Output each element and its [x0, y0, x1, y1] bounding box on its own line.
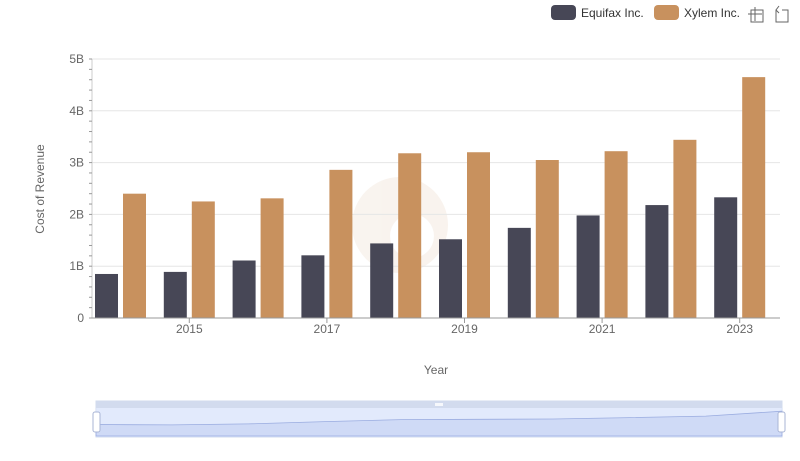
y-tick-label: 0 — [77, 311, 84, 325]
bar-equifax-2016[interactable] — [232, 260, 256, 318]
bar-equifax-2021[interactable] — [576, 215, 600, 318]
slider-right-handle[interactable] — [777, 411, 786, 433]
y-axis-ticks: 0 1B 2B 3B 4B 5B — [69, 52, 92, 325]
slider-data-shadow — [95, 410, 783, 437]
x-tick-label: 2023 — [726, 322, 753, 336]
bar-equifax-2020[interactable] — [507, 227, 531, 318]
x-tick-label: 2019 — [451, 322, 478, 336]
x-axis-title: Year — [424, 363, 448, 377]
legend-label-xylem: Xylem Inc. — [684, 6, 740, 20]
y-tick-label: 1B — [69, 259, 84, 273]
slider-left-handle[interactable] — [92, 411, 101, 433]
legend-swatch-xylem — [654, 5, 679, 20]
bar-xylem-2022[interactable] — [673, 139, 697, 318]
x-tick-label: 2017 — [314, 322, 341, 336]
legend-item-equifax[interactable]: Equifax Inc. — [551, 5, 644, 20]
y-tick-label: 4B — [69, 104, 84, 118]
y-tick-label: 3B — [69, 156, 84, 170]
bar-equifax-2018[interactable] — [370, 243, 394, 318]
bar-equifax-2022[interactable] — [645, 205, 669, 318]
zoom-reset-icon[interactable] — [775, 5, 789, 23]
y-tick-label: 2B — [69, 207, 84, 221]
bar-equifax-2014[interactable] — [95, 273, 118, 318]
bar-xylem-2015[interactable] — [191, 201, 215, 318]
bar-equifax-2023[interactable] — [714, 197, 738, 318]
y-axis-title: Cost of Revenue — [33, 144, 47, 234]
legend-swatch-equifax — [551, 5, 576, 20]
bar-xylem-2021[interactable] — [604, 151, 628, 318]
bar-xylem-2023[interactable] — [742, 77, 766, 318]
bar-xylem-2016[interactable] — [260, 198, 284, 318]
bar-xylem-2018[interactable] — [398, 153, 422, 318]
legend-item-xylem[interactable]: Xylem Inc. — [654, 5, 740, 20]
crosshair-zoom-icon[interactable] — [748, 7, 764, 23]
bar-xylem-2017[interactable] — [329, 169, 353, 318]
x-axis-ticks: 2015 2017 2019 2021 2023 — [176, 318, 753, 336]
bars[interactable] — [95, 77, 766, 318]
slider-grip[interactable] — [435, 403, 443, 406]
legend-label-equifax: Equifax Inc. — [581, 6, 644, 20]
bar-xylem-2019[interactable] — [467, 152, 490, 318]
bar-equifax-2019[interactable] — [439, 239, 462, 318]
bar-xylem-2014[interactable] — [123, 193, 146, 318]
y-tick-label: 5B — [69, 52, 84, 66]
data-zoom-slider[interactable] — [92, 400, 786, 438]
bar-xylem-2020[interactable] — [535, 160, 559, 318]
x-tick-label: 2021 — [589, 322, 616, 336]
x-tick-label: 2015 — [176, 322, 203, 336]
legend[interactable]: Equifax Inc. Xylem Inc. — [551, 5, 740, 20]
bar-equifax-2015[interactable] — [163, 271, 187, 318]
bar-equifax-2017[interactable] — [301, 255, 325, 318]
